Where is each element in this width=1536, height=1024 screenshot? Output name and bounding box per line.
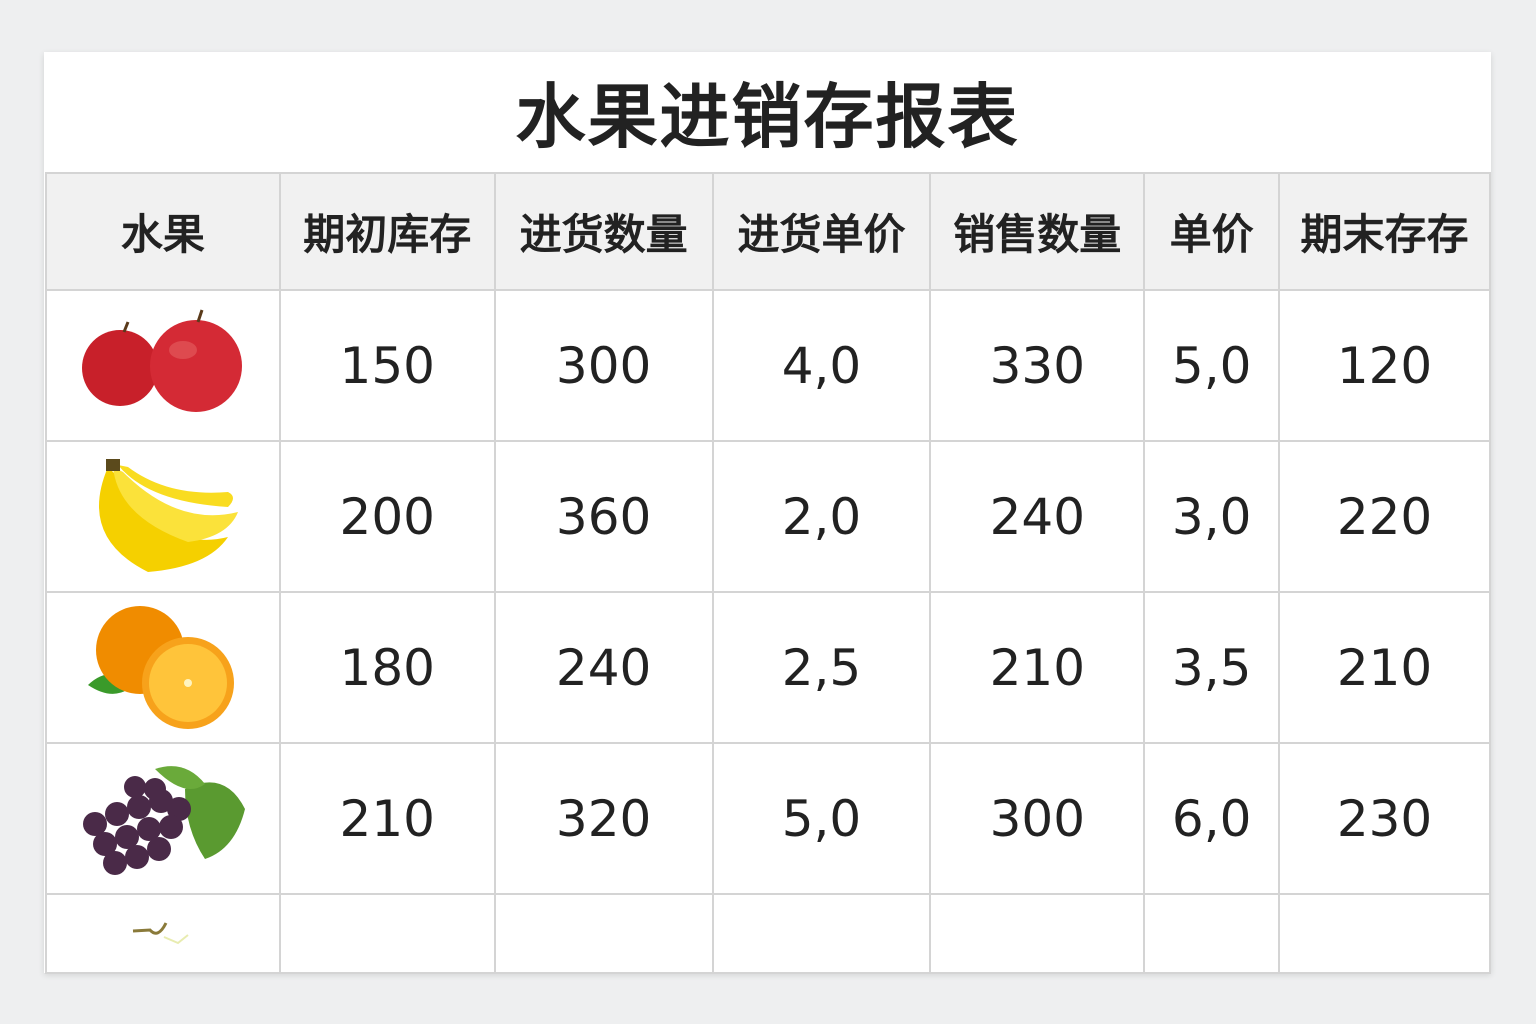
unit-price-cell: 3,5 bbox=[1143, 591, 1281, 744]
sales-qty-cell: 300 bbox=[929, 742, 1146, 895]
inventory-table: 水果 期初库存 进货数量 进货单价 销售数量 单价 期末存存 150 300 4… bbox=[45, 172, 1491, 974]
sales-qty-cell: 210 bbox=[929, 591, 1146, 744]
grapes-icon bbox=[83, 765, 246, 875]
unit-price-cell: 5,0 bbox=[1143, 289, 1281, 442]
fruit-cell bbox=[45, 742, 281, 895]
fruit-cell bbox=[45, 893, 281, 974]
purchase-price-cell: 2,0 bbox=[711, 440, 932, 593]
empty-cell bbox=[1143, 893, 1281, 974]
unit-price-cell: 6,0 bbox=[1143, 742, 1281, 895]
orange-icon bbox=[87, 606, 234, 729]
apple-icon bbox=[81, 309, 242, 412]
table-row: 180 240 2,5 210 3,5 210 bbox=[45, 591, 1491, 744]
closing-stock-cell: 230 bbox=[1278, 742, 1491, 895]
sales-qty-cell: 330 bbox=[929, 289, 1146, 442]
empty-cell bbox=[929, 893, 1146, 974]
purchase-qty-cell: 300 bbox=[493, 289, 714, 442]
table-row: 210 320 5,0 300 6,0 230 bbox=[45, 742, 1491, 895]
purchase-qty-cell: 240 bbox=[493, 591, 714, 744]
header-purchase-price: 进货单价 bbox=[711, 172, 932, 291]
purchase-qty-cell: 320 bbox=[493, 742, 714, 895]
fruit-cell bbox=[45, 289, 281, 442]
stem-icon bbox=[132, 921, 189, 944]
header-opening-stock: 期初库存 bbox=[278, 172, 496, 291]
opening-stock-cell: 150 bbox=[278, 289, 496, 442]
empty-cell bbox=[493, 893, 714, 974]
report-sheet: 水果进销存报表 水果 期初库存 进货数量 进货单价 销售数量 单价 期末存存 1… bbox=[44, 52, 1491, 974]
header-unit-price: 单价 bbox=[1143, 172, 1281, 291]
empty-cell bbox=[278, 893, 496, 974]
opening-stock-cell: 210 bbox=[278, 742, 496, 895]
report-title: 水果进销存报表 bbox=[515, 75, 1020, 158]
sales-qty-cell: 240 bbox=[929, 440, 1146, 593]
purchase-price-cell: 2,5 bbox=[711, 591, 932, 744]
header-purchase-qty: 进货数量 bbox=[493, 172, 714, 291]
fruit-cell bbox=[45, 440, 281, 593]
table-row: 200 360 2,0 240 3,0 220 bbox=[45, 440, 1491, 593]
opening-stock-cell: 180 bbox=[278, 591, 496, 744]
banana-icon bbox=[98, 458, 238, 572]
fruit-cell bbox=[45, 591, 281, 744]
header-fruit: 水果 bbox=[45, 172, 281, 291]
header-sales-qty: 销售数量 bbox=[929, 172, 1146, 291]
empty-cell bbox=[1278, 893, 1491, 974]
header-closing-stock: 期末存存 bbox=[1278, 172, 1491, 291]
empty-row bbox=[45, 893, 1491, 974]
header-row: 水果 期初库存 进货数量 进货单价 销售数量 单价 期末存存 bbox=[45, 172, 1491, 291]
unit-price-cell: 3,0 bbox=[1143, 440, 1281, 593]
closing-stock-cell: 120 bbox=[1278, 289, 1491, 442]
purchase-qty-cell: 360 bbox=[493, 440, 714, 593]
purchase-price-cell: 4,0 bbox=[711, 289, 932, 442]
purchase-price-cell: 5,0 bbox=[711, 742, 932, 895]
closing-stock-cell: 220 bbox=[1278, 440, 1491, 593]
closing-stock-cell: 210 bbox=[1278, 591, 1491, 744]
empty-cell bbox=[711, 893, 932, 974]
table-row: 150 300 4,0 330 5,0 120 bbox=[45, 289, 1491, 442]
opening-stock-cell: 200 bbox=[278, 440, 496, 593]
